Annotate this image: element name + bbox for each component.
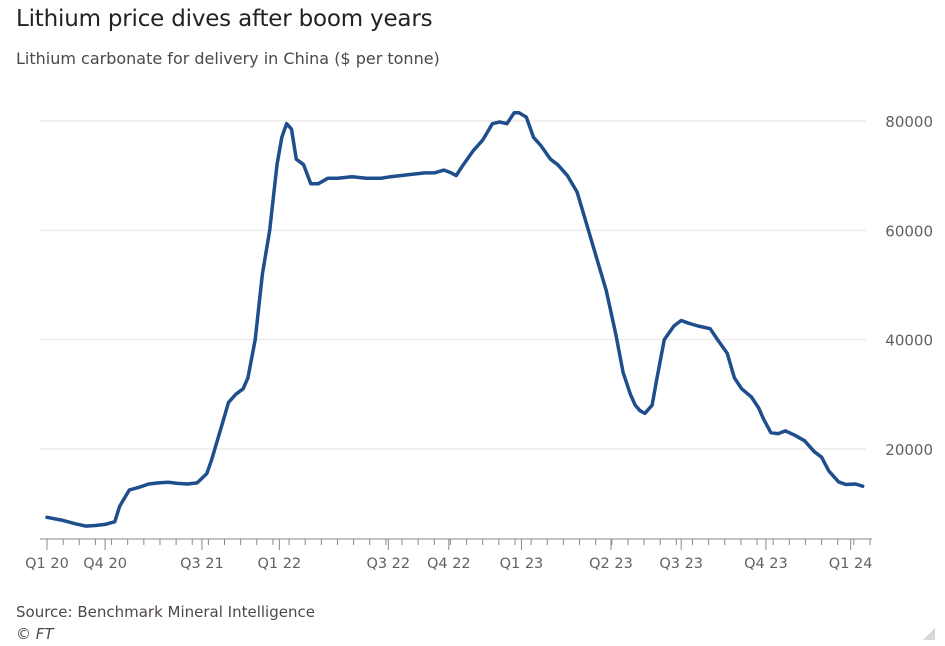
- x-tick-label: Q1 22: [258, 556, 302, 572]
- x-tick-label: Q4 20: [83, 556, 127, 572]
- y-tick-label: 20000: [885, 441, 933, 459]
- chart-subtitle: Lithium carbonate for delivery in China …: [16, 49, 440, 68]
- x-tick-label: Q1 20: [25, 556, 69, 572]
- y-tick-label: 80000: [885, 113, 933, 131]
- ft-credit: © FT: [16, 625, 54, 643]
- x-tick-label: Q4 23: [744, 556, 788, 572]
- x-axis: [40, 538, 872, 550]
- x-tick-label: Q3 23: [659, 556, 703, 572]
- x-tick-label: Q1 24: [829, 556, 873, 572]
- y-tick-labels: 20000 40000 60000 80000: [885, 113, 933, 459]
- x-tick-label: Q3 22: [366, 556, 410, 572]
- series-layer: [45, 110, 865, 528]
- price-series-line: [45, 110, 865, 528]
- x-tick-label: Q1 23: [500, 556, 544, 572]
- x-tick-label: Q4 22: [427, 556, 471, 572]
- y-tick-label: 60000: [885, 222, 933, 240]
- resize-corner-icon: [923, 628, 935, 640]
- x-tick-label: Q3 21: [180, 556, 224, 572]
- x-tick-labels: Q1 20 Q4 20 Q3 21 Q1 22 Q3 22 Q4 22 Q1 23 Q2 23…: [25, 556, 872, 572]
- source-note: Source: Benchmark Mineral Intelligence: [16, 603, 315, 621]
- chart-title: Lithium price dives after boom years: [16, 6, 433, 32]
- line-chart: Q1 20 Q4 20 Q3 21 Q1 22 Q3 22 Q4 22 Q1 23 Q2 23…: [25, 110, 933, 572]
- gridlines: [40, 120, 866, 450]
- y-tick-label: 40000: [885, 332, 933, 350]
- x-tick-label: Q2 23: [589, 556, 633, 572]
